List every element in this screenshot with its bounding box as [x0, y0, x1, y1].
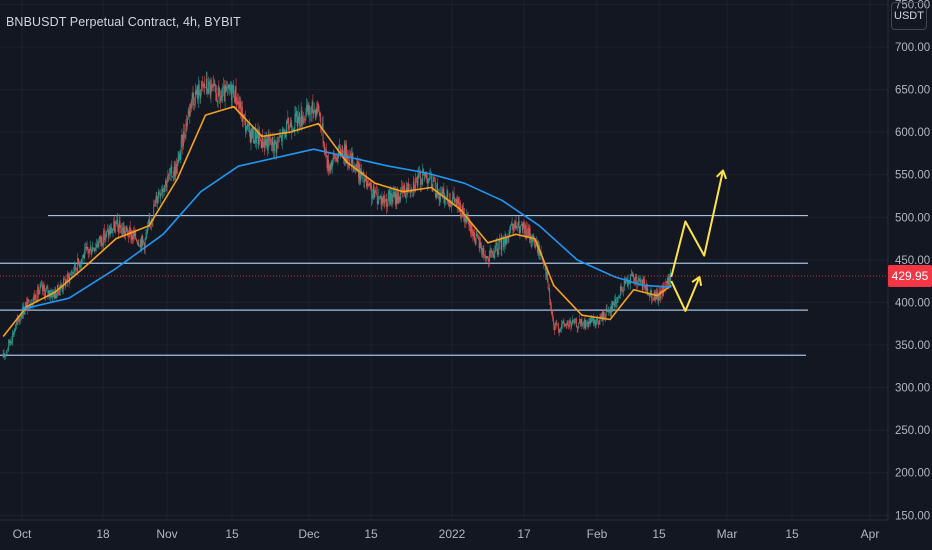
time-tick-label: 15 [364, 527, 378, 541]
time-tick-label: Dec [298, 527, 319, 541]
horizontal-level-lines[interactable] [0, 214, 808, 356]
time-tick-label: Nov [156, 527, 177, 541]
price-tick-label: 650.00 [895, 85, 930, 97]
fast-moving-average-line [2, 105, 672, 337]
time-tick-label: 15 [785, 527, 799, 541]
time-tick-label: 15 [652, 527, 666, 541]
currency-unit-button[interactable]: USDT [891, 2, 927, 30]
time-tick-label: 2022 [439, 527, 466, 541]
symbol-title: BNBUSDT Perpetual Contract, 4h, BYBIT [6, 15, 241, 29]
price-tick-label: 150.00 [895, 510, 930, 522]
price-tick-label: 200.00 [895, 468, 930, 480]
slow-moving-average-line [21, 148, 672, 310]
projection-down-arrow-head [691, 275, 703, 286]
time-tick-label: 17 [517, 527, 531, 541]
price-tick-label: 450.00 [895, 255, 930, 267]
projection-arrows[interactable] [670, 169, 728, 312]
price-tick-label: 750.00 [895, 0, 930, 11]
price-tick-label: 600.00 [895, 127, 930, 139]
last-price-tag: 429.95 [888, 265, 932, 287]
price-axis[interactable]: 750.00 700.00 650.00 600.00 550.00 500.00 450.… [895, 0, 930, 522]
time-tick-label: Feb [587, 527, 608, 541]
price-tick-label: 500.00 [895, 212, 930, 224]
price-tick-label: 250.00 [895, 425, 930, 437]
price-tick-label: 350.00 [895, 340, 930, 352]
price-tick-label: 550.00 [895, 170, 930, 182]
time-tick-label: Apr [861, 527, 880, 541]
price-tick-label: 700.00 [895, 42, 930, 54]
time-axis[interactable]: Oct 18 Nov 15 Dec 15 2022 17 Feb 15 Mar 15 Apr [13, 527, 880, 541]
time-tick-label: Mar [717, 527, 738, 541]
time-tick-label: 15 [225, 527, 239, 541]
time-tick-label: Oct [13, 527, 32, 541]
price-tick-label: 400.00 [895, 297, 930, 309]
moving-averages [2, 105, 672, 337]
projection-up-arrow-head [715, 169, 728, 180]
projection-up-arrow[interactable] [670, 170, 724, 278]
chart-grid [0, 0, 888, 520]
projection-down-arrow[interactable] [670, 276, 701, 312]
time-tick-label: 18 [96, 527, 110, 541]
price-tick-label: 300.00 [895, 383, 930, 395]
